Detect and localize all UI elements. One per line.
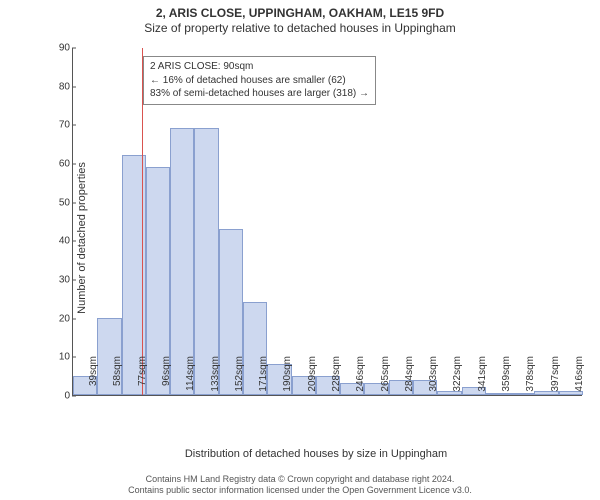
plot-area: 2 ARIS CLOSE: 90sqm ← 16% of detached ho… bbox=[72, 48, 582, 396]
footer-line-1: Contains HM Land Registry data © Crown c… bbox=[0, 474, 600, 485]
y-tick: 20 bbox=[44, 313, 70, 324]
x-tick-label: 228sqm bbox=[331, 356, 342, 400]
footer-line-2: Contains public sector information licen… bbox=[0, 485, 600, 496]
y-tick: 30 bbox=[44, 275, 70, 286]
x-tick-label: 58sqm bbox=[112, 356, 123, 400]
annotation-line-3: 83% of semi-detached houses are larger (… bbox=[150, 87, 369, 101]
histogram-bar bbox=[170, 128, 194, 395]
x-tick-label: 341sqm bbox=[477, 356, 488, 400]
y-tick: 0 bbox=[44, 391, 70, 402]
y-tick: 40 bbox=[44, 236, 70, 247]
x-tick-label: 96sqm bbox=[161, 356, 172, 400]
x-tick-label: 246sqm bbox=[355, 356, 366, 400]
title-subtitle: Size of property relative to detached ho… bbox=[0, 21, 600, 36]
chart-container: Number of detached properties 2 ARIS CLO… bbox=[50, 48, 582, 428]
y-tick: 90 bbox=[44, 43, 70, 54]
histogram-bar bbox=[194, 128, 218, 395]
footer-attribution: Contains HM Land Registry data © Crown c… bbox=[0, 474, 600, 497]
x-tick-label: 77sqm bbox=[137, 356, 148, 400]
annotation-line-1: 2 ARIS CLOSE: 90sqm bbox=[150, 60, 369, 74]
x-tick-label: 284sqm bbox=[404, 356, 415, 400]
x-tick-label: 39sqm bbox=[88, 356, 99, 400]
x-tick-label: 190sqm bbox=[282, 356, 293, 400]
x-tick-label: 209sqm bbox=[307, 356, 318, 400]
x-tick-label: 322sqm bbox=[452, 356, 463, 400]
x-tick-label: 152sqm bbox=[234, 356, 245, 400]
x-axis-label: Distribution of detached houses by size … bbox=[50, 448, 582, 460]
x-tick-label: 114sqm bbox=[185, 356, 196, 400]
x-tick-label: 359sqm bbox=[501, 356, 512, 400]
x-tick-label: 133sqm bbox=[210, 356, 221, 400]
chart-titles: 2, ARIS CLOSE, UPPINGHAM, OAKHAM, LE15 9… bbox=[0, 0, 600, 36]
y-tick: 10 bbox=[44, 352, 70, 363]
x-tick-label: 378sqm bbox=[525, 356, 536, 400]
x-tick-label: 397sqm bbox=[550, 356, 561, 400]
annotation-line-2: ← 16% of detached houses are smaller (62… bbox=[150, 74, 369, 88]
y-tick: 60 bbox=[44, 159, 70, 170]
x-tick-label: 171sqm bbox=[258, 356, 269, 400]
title-address: 2, ARIS CLOSE, UPPINGHAM, OAKHAM, LE15 9… bbox=[0, 6, 600, 21]
x-tick-label: 416sqm bbox=[574, 356, 585, 400]
y-tick: 50 bbox=[44, 197, 70, 208]
x-tick-label: 303sqm bbox=[428, 356, 439, 400]
annotation-box: 2 ARIS CLOSE: 90sqm ← 16% of detached ho… bbox=[143, 56, 376, 105]
y-tick: 80 bbox=[44, 81, 70, 92]
x-tick-label: 265sqm bbox=[380, 356, 391, 400]
y-tick: 70 bbox=[44, 120, 70, 131]
